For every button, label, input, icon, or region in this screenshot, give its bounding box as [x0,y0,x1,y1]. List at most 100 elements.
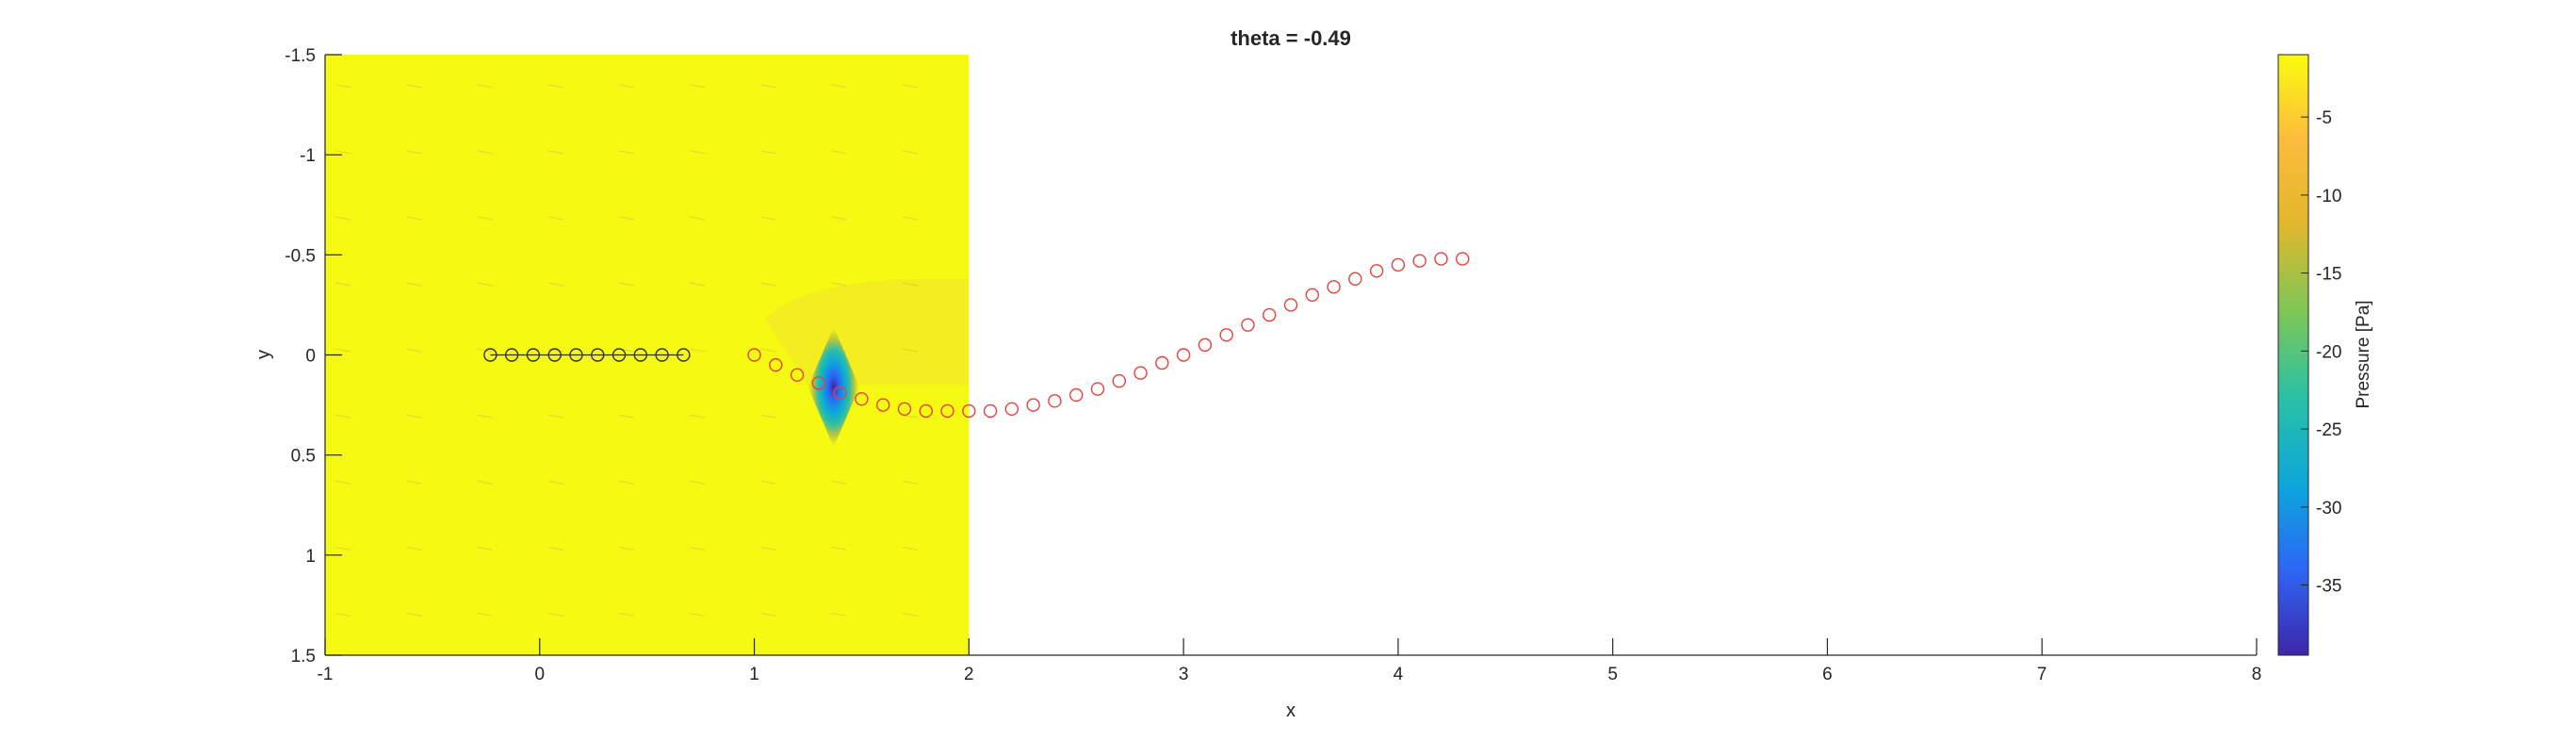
colorbar-tick-label: -10 [2316,187,2341,206]
velocity-arrow [477,546,493,551]
colorbar-tick-label: -35 [2316,577,2341,597]
velocity-arrow [618,612,635,618]
velocity-arrow [902,150,918,155]
velocity-arrow [477,216,493,221]
data-point [677,348,691,362]
velocity-arrow [406,612,422,618]
colorbar: -5 -10 -15 -20 -25 -30 -35 Pressure [Pa] [2277,54,2373,656]
velocity-arrow [477,414,493,419]
data-point [1048,394,1062,408]
velocity-arrow [902,84,918,89]
x-tick-label: 2 [964,665,974,684]
x-tick-label: 3 [1179,665,1189,684]
velocity-arrow [477,84,493,89]
colorbar-tick-label: -5 [2316,108,2332,128]
y-tick-label: 0 [305,347,316,367]
y-tick-label: 1.5 [291,647,316,667]
series-0 [483,348,691,362]
data-point [1412,254,1427,268]
data-point [569,348,583,362]
velocity-arrow [618,84,635,89]
velocity-arrow [760,480,776,485]
velocity-arrow [406,348,422,353]
velocity-arrow [760,612,776,618]
chart-title: theta = -0.49 [1231,26,1351,50]
velocity-arrow [902,546,918,551]
velocity-arrow [618,282,635,287]
data-point [1219,328,1233,342]
velocity-arrow [477,480,493,485]
velocity-arrow [335,612,351,618]
x-tick-label: 0 [534,665,545,684]
data-point [1241,318,1255,332]
velocity-arrow [618,414,635,419]
data-point [962,403,976,419]
data-point [1263,307,1277,322]
velocity-arrow [406,546,422,551]
velocity-arrow [760,282,776,287]
colorbar-tick-label: -30 [2316,499,2341,519]
data-point [1133,366,1148,380]
data-point [1369,264,1384,278]
y-tick-label: 1 [305,547,316,567]
data-point [633,348,648,362]
velocity-arrow [831,150,847,155]
velocity-arrow [335,150,351,155]
colorbar-tick-label: -20 [2316,342,2341,362]
data-point [919,403,933,419]
velocity-arrow [760,216,776,221]
velocity-arrow [406,414,422,419]
velocity-arrow [831,546,847,551]
velocity-arrow [406,282,422,287]
low-pressure-region [807,326,860,448]
y-tick-label: -1 [300,146,316,166]
velocity-arrow [760,150,776,155]
x-tick-label: 4 [1394,665,1404,684]
data-point [483,348,497,362]
velocity-arrow [690,348,706,353]
velocity-arrow [902,612,918,618]
data-point [833,386,847,401]
velocity-arrow [547,84,564,89]
data-point [1026,398,1040,412]
velocity-arrow [618,150,635,155]
x-tick-label: 5 [1607,665,1618,684]
velocity-arrow [690,612,706,618]
velocity-arrow [831,612,847,618]
data-point [1456,252,1470,266]
data-point [790,368,805,382]
velocity-arrow [831,84,847,89]
data-point [1004,402,1019,417]
data-point [1283,298,1298,312]
data-point [1305,288,1319,302]
velocity-arrow [547,216,564,221]
velocity-arrow [547,480,564,485]
data-point [897,402,912,417]
data-point [611,348,627,362]
data-point [1112,373,1126,388]
velocity-arrow [547,150,564,155]
series-1 [747,252,1470,419]
velocity-arrow [406,216,422,221]
data-point [1327,280,1341,294]
velocity-arrow [690,480,706,485]
x-axis-label: x [1286,700,1296,721]
x-tick-label: 6 [1822,665,1833,684]
data-point [1155,355,1169,370]
velocity-arrow [760,414,776,419]
y-tick-label: 0.5 [291,447,316,467]
velocity-arrow [547,282,564,287]
x-ticks: -1 0 1 2 3 4 5 6 7 8 [318,638,2262,684]
data-point [855,392,869,406]
velocity-arrow [406,480,422,485]
x-tick-label: 8 [2252,665,2262,684]
velocity-arrow [618,216,635,221]
colorbar-ticks: -5 -10 -15 -20 -25 -30 -35 [2301,108,2341,597]
velocity-arrow [406,84,422,89]
velocity-arrow [902,348,918,353]
y-tick-label: -0.5 [285,246,316,266]
data-series [483,252,1470,419]
data-point [1198,338,1213,353]
velocity-arrow [902,480,918,485]
